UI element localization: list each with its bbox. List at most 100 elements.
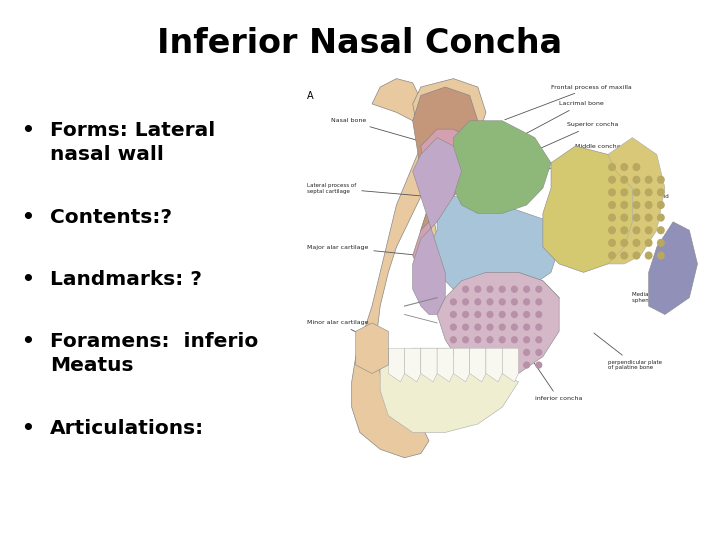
Circle shape	[633, 240, 639, 246]
Circle shape	[536, 362, 541, 368]
Circle shape	[475, 324, 481, 330]
Circle shape	[475, 312, 481, 318]
Circle shape	[511, 286, 517, 292]
Text: •: •	[22, 208, 35, 227]
Circle shape	[475, 299, 481, 305]
Circle shape	[633, 227, 639, 234]
Circle shape	[536, 312, 541, 318]
Text: perpendicular plate
of palatine bone: perpendicular plate of palatine bone	[594, 333, 662, 370]
Circle shape	[500, 286, 505, 292]
Circle shape	[645, 214, 652, 221]
Circle shape	[463, 286, 469, 292]
Text: Major alar cartilage: Major alar cartilage	[307, 245, 418, 255]
Circle shape	[609, 164, 616, 171]
Circle shape	[511, 362, 517, 368]
Polygon shape	[649, 222, 698, 314]
Text: Landmarks: ?: Landmarks: ?	[50, 270, 202, 289]
Circle shape	[621, 240, 628, 246]
Circle shape	[609, 201, 616, 208]
Polygon shape	[413, 79, 486, 281]
Polygon shape	[469, 348, 486, 382]
Circle shape	[645, 189, 652, 195]
Text: A: A	[307, 91, 314, 102]
Polygon shape	[543, 146, 641, 272]
Circle shape	[536, 349, 541, 355]
Circle shape	[511, 324, 517, 330]
Text: Minor alar cartilage: Minor alar cartilage	[307, 320, 369, 339]
Text: Lacrimal bone: Lacrimal bone	[521, 102, 604, 136]
Circle shape	[487, 337, 493, 343]
Circle shape	[451, 349, 456, 355]
Polygon shape	[486, 348, 503, 382]
Text: •: •	[22, 332, 35, 351]
Circle shape	[657, 252, 664, 259]
Text: Foramens:  inferio
Meatus: Foramens: inferio Meatus	[50, 332, 258, 375]
Text: Superior concha: Superior concha	[529, 123, 618, 153]
Circle shape	[463, 362, 469, 368]
Polygon shape	[503, 348, 518, 382]
Polygon shape	[413, 87, 478, 272]
Circle shape	[451, 312, 456, 318]
Circle shape	[523, 349, 529, 355]
Circle shape	[633, 177, 639, 183]
Polygon shape	[445, 121, 551, 213]
Circle shape	[657, 177, 664, 183]
Text: Incinate process of ethmoid: Incinate process of ethmoid	[592, 181, 668, 199]
Polygon shape	[437, 272, 559, 374]
Circle shape	[657, 214, 664, 221]
Circle shape	[487, 349, 493, 355]
Text: Middle concha: Middle concha	[537, 144, 621, 174]
Circle shape	[523, 324, 529, 330]
Polygon shape	[413, 138, 462, 314]
Circle shape	[633, 214, 639, 221]
Circle shape	[487, 312, 493, 318]
Circle shape	[657, 227, 664, 234]
Circle shape	[463, 349, 469, 355]
Circle shape	[621, 227, 628, 234]
Circle shape	[475, 337, 481, 343]
Polygon shape	[608, 138, 665, 264]
Circle shape	[500, 312, 505, 318]
Polygon shape	[420, 348, 437, 382]
Text: •: •	[22, 270, 35, 289]
Circle shape	[621, 177, 628, 183]
Circle shape	[500, 324, 505, 330]
Circle shape	[500, 349, 505, 355]
Polygon shape	[380, 348, 518, 433]
Circle shape	[609, 177, 616, 183]
Circle shape	[511, 349, 517, 355]
Circle shape	[475, 362, 481, 368]
Circle shape	[511, 299, 517, 305]
Polygon shape	[462, 272, 559, 356]
Polygon shape	[405, 348, 420, 382]
Circle shape	[621, 214, 628, 221]
Circle shape	[633, 252, 639, 259]
Circle shape	[500, 362, 505, 368]
Circle shape	[536, 324, 541, 330]
Circle shape	[621, 189, 628, 195]
Text: Contents:?: Contents:?	[50, 208, 172, 227]
Polygon shape	[413, 129, 478, 281]
Text: Inferior Nasal Concha: Inferior Nasal Concha	[158, 27, 562, 60]
Circle shape	[451, 324, 456, 330]
Circle shape	[633, 164, 639, 171]
Circle shape	[500, 299, 505, 305]
Circle shape	[609, 227, 616, 234]
Circle shape	[645, 177, 652, 183]
Text: inferior concha: inferior concha	[520, 342, 582, 401]
Circle shape	[536, 286, 541, 292]
Circle shape	[621, 164, 628, 171]
Text: •: •	[22, 122, 35, 140]
Circle shape	[475, 286, 481, 292]
Circle shape	[487, 299, 493, 305]
Polygon shape	[454, 348, 469, 382]
Circle shape	[511, 337, 517, 343]
Polygon shape	[388, 348, 405, 382]
Polygon shape	[429, 197, 559, 298]
Circle shape	[523, 286, 529, 292]
Circle shape	[487, 362, 493, 368]
Circle shape	[451, 337, 456, 343]
Circle shape	[645, 201, 652, 208]
Circle shape	[609, 189, 616, 195]
Polygon shape	[356, 323, 388, 374]
